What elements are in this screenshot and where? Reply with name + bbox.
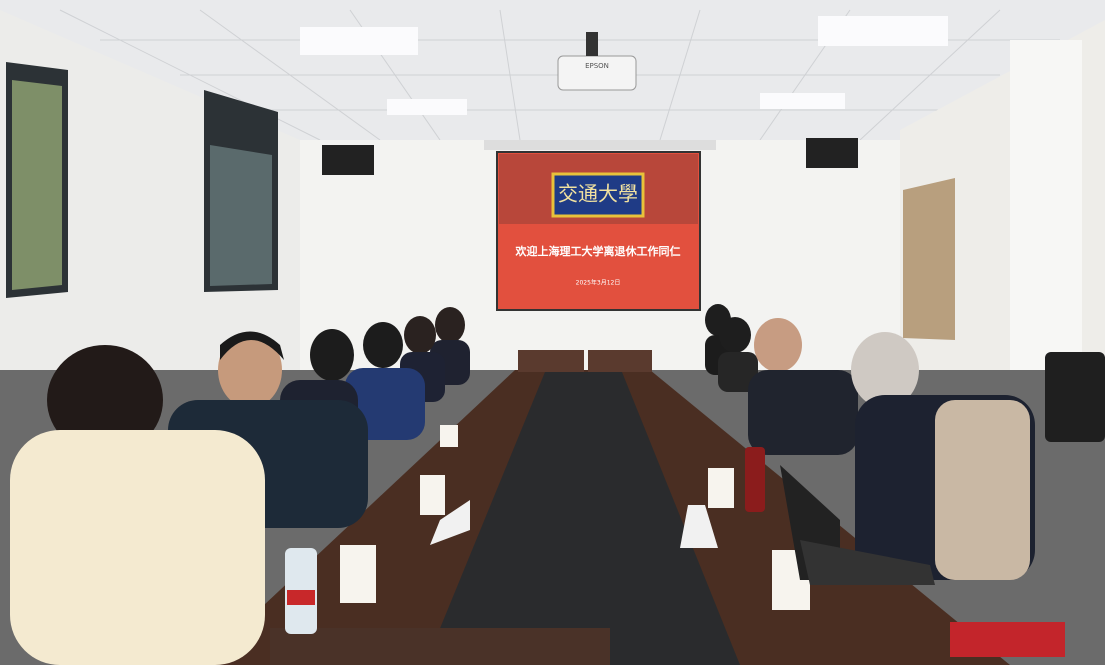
name-card xyxy=(430,500,470,545)
screen-logo: 交通大學 xyxy=(558,182,638,206)
window-view xyxy=(12,80,62,290)
chair xyxy=(588,350,652,372)
thermos xyxy=(745,447,765,512)
door xyxy=(903,178,955,340)
ceiling-light xyxy=(818,16,948,46)
pillar xyxy=(1010,40,1082,400)
ceiling-light xyxy=(760,93,845,109)
ceiling-light xyxy=(387,99,467,115)
person xyxy=(10,307,470,665)
name-card xyxy=(680,505,718,548)
projector-brand: EPSON xyxy=(585,62,609,70)
cup xyxy=(708,468,734,508)
screen-logo-box xyxy=(551,172,645,218)
window-view xyxy=(210,145,272,286)
screen-date: 2025年3月12日 xyxy=(576,279,621,287)
bottle-label xyxy=(287,590,315,605)
cup xyxy=(420,475,445,515)
speaker xyxy=(322,145,374,175)
laptop-keyboard xyxy=(800,540,935,585)
screen-housing xyxy=(484,140,716,150)
speaker xyxy=(806,138,858,168)
screen-headline: 欢迎上海理工大学离退休工作同仁 xyxy=(515,244,681,258)
cup xyxy=(440,425,458,447)
ceiling-light xyxy=(300,27,418,55)
chair xyxy=(518,350,584,372)
cup xyxy=(340,545,376,603)
table-runner xyxy=(425,372,740,665)
chair xyxy=(1045,352,1105,442)
notebook xyxy=(950,622,1065,657)
person xyxy=(705,304,1035,580)
projector-mount xyxy=(586,32,598,56)
chair xyxy=(270,628,610,665)
